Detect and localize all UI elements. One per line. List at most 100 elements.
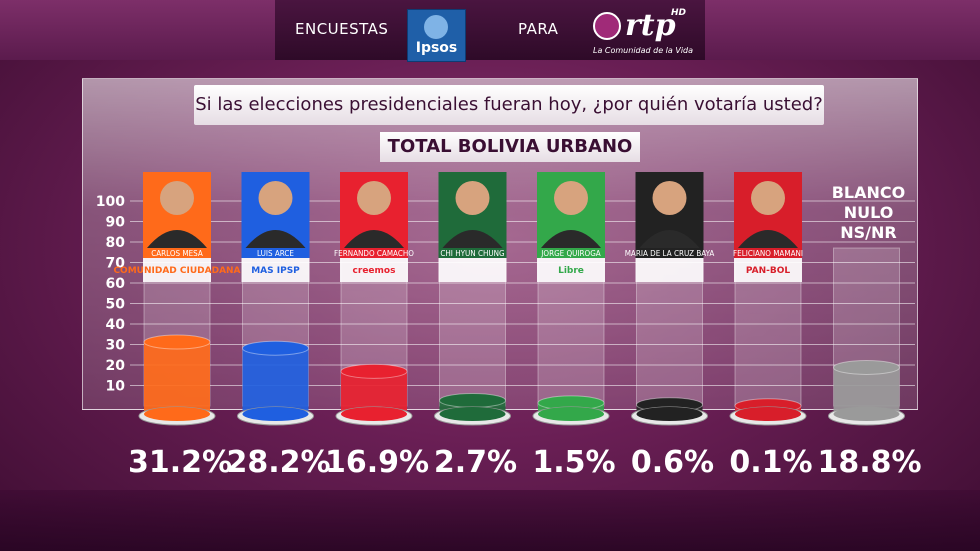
candidate-name: CARLOS MESA	[151, 249, 203, 258]
candidate-face-icon	[652, 181, 687, 215]
banner-left-wing	[0, 0, 275, 60]
candidate-face-icon	[751, 181, 785, 215]
candidate-name-bar	[635, 248, 704, 258]
candidate-name: CHI HYUN CHUNG	[440, 249, 504, 258]
party-label: MAS IPSP	[251, 266, 300, 276]
candidate-card: CHI HYUN CHUNG	[438, 172, 507, 282]
candidate-name: MARIA DE LA CRUZ BAYA	[625, 249, 715, 258]
candidate-suit-icon	[738, 230, 798, 248]
y-tick-label: 100	[96, 194, 125, 210]
rtp-emblem-icon	[593, 12, 621, 40]
candidate-name: LUIS ARCE	[257, 249, 294, 258]
bar-base-fill	[636, 407, 703, 421]
bar-base-fill	[833, 407, 900, 421]
party-label: Libre	[558, 266, 584, 276]
candidate-suit-icon	[147, 230, 207, 248]
candidate-suit-icon	[541, 230, 601, 248]
party-label: PAN-BOL	[746, 266, 791, 276]
bar-base-fill	[735, 407, 801, 421]
bar-base-fill	[242, 407, 309, 421]
ipsos-head-icon	[424, 15, 448, 39]
candidate-name-bar	[241, 248, 310, 258]
chart-subtitle: TOTAL BOLIVIA URBANO	[380, 132, 640, 162]
bar-group: LUIS ARCE MAS IPSP	[237, 172, 314, 426]
bar-group: CHI HYUN CHUNG	[434, 172, 511, 426]
candidate-name-bar	[143, 248, 211, 258]
candidate-face-icon	[554, 181, 588, 215]
y-axis-ticks: 10 20 30 40 50 60 70 80 90 100	[96, 194, 125, 395]
bar-top	[143, 334, 211, 350]
rtp-hd-text: HD	[671, 8, 687, 18]
data-label: 2.7%	[434, 445, 517, 480]
floor-reflection	[0, 490, 980, 551]
candidate-face-icon	[357, 181, 391, 215]
candidate-card: FERNANDO CAMACHO creemos	[334, 172, 414, 282]
y-tick-label: 60	[106, 276, 126, 292]
chart-question: Si las elecciones presidenciales fueran …	[194, 85, 824, 125]
data-label: 28.2%	[226, 445, 330, 480]
header-para: PARA	[518, 20, 559, 38]
data-label: 18.8%	[817, 445, 921, 480]
bar-top	[439, 392, 506, 408]
banner-right-wing	[705, 0, 980, 60]
bar-top	[242, 340, 309, 356]
blank-category-label: NS/NR	[840, 223, 896, 242]
candidate-face-icon	[258, 181, 293, 215]
bar-base-fill	[144, 407, 210, 421]
rtp-tagline: La Comunidad de la Vida	[593, 46, 694, 55]
data-label: 16.9%	[325, 445, 429, 480]
header-encuestas: ENCUESTAS	[295, 20, 389, 38]
candidate-name: FERNANDO CAMACHO	[334, 249, 414, 258]
bar	[144, 342, 210, 414]
bar-base-fill	[439, 407, 506, 421]
bar-base-fill	[341, 407, 407, 421]
candidate-card: CARLOS MESA COMUNIDAD CIUDADANA	[113, 172, 241, 282]
candidate-card: FELICIANO MAMANI PAN-BOL	[733, 172, 803, 282]
data-label: 0.6%	[631, 445, 714, 480]
candidate-name: JORGE QUIROGA	[540, 249, 600, 258]
candidate-card: LUIS ARCE MAS IPSP	[241, 172, 310, 282]
candidate-name-bar	[734, 248, 802, 258]
y-tick-label: 10	[106, 379, 126, 395]
bar-group: JORGE QUIROGA Libre	[532, 172, 610, 426]
y-tick-label: 20	[106, 358, 126, 374]
y-tick-label: 50	[106, 297, 126, 313]
candidate-name-bar	[438, 248, 507, 258]
bar	[833, 367, 900, 414]
candidate-suit-icon	[245, 230, 306, 248]
bar-base-fill	[538, 407, 604, 421]
bar-top	[833, 359, 900, 375]
candidate-name-bar	[537, 248, 605, 258]
y-tick-label: 70	[106, 256, 126, 272]
data-label: 1.5%	[532, 445, 615, 480]
candidate-face-icon	[160, 181, 194, 215]
data-label: 31.2%	[128, 445, 232, 480]
bar	[242, 348, 309, 414]
blank-category-label: NULO	[844, 203, 894, 222]
candidate-suit-icon	[442, 230, 503, 248]
candidate-card: MARIA DE LA CRUZ BAYA	[625, 172, 715, 282]
y-tick-label: 30	[106, 338, 126, 354]
candidate-suit-icon	[344, 230, 404, 248]
bar-top	[340, 363, 408, 379]
top-banner	[0, 0, 980, 60]
ipsos-logo: Ipsos	[407, 9, 466, 62]
bar-group: FERNANDO CAMACHO creemos	[334, 172, 414, 426]
party-label: creemos	[353, 266, 396, 276]
data-label: 0.1%	[729, 445, 812, 480]
blank-category-label: BLANCO	[832, 183, 906, 202]
y-tick-label: 90	[106, 215, 126, 231]
bar-group: MARIA DE LA CRUZ BAYA	[625, 172, 715, 426]
candidate-name-bar	[340, 248, 408, 258]
candidate-face-icon	[455, 181, 490, 215]
candidate-suit-icon	[639, 230, 700, 248]
bar-group: FELICIANO MAMANI PAN-BOL	[729, 172, 807, 426]
y-tick-label: 80	[106, 235, 126, 251]
rtp-logo-text: rtp	[625, 8, 676, 43]
rtp-logo: rtp HD La Comunidad de la Vida	[593, 8, 703, 58]
bar-group: CARLOS MESA COMUNIDAD CIUDADANA	[113, 172, 241, 426]
ipsos-logo-text: Ipsos	[415, 40, 458, 56]
bars: CARLOS MESA COMUNIDAD CIUDADANA LUIS ARCE M…	[113, 172, 906, 426]
